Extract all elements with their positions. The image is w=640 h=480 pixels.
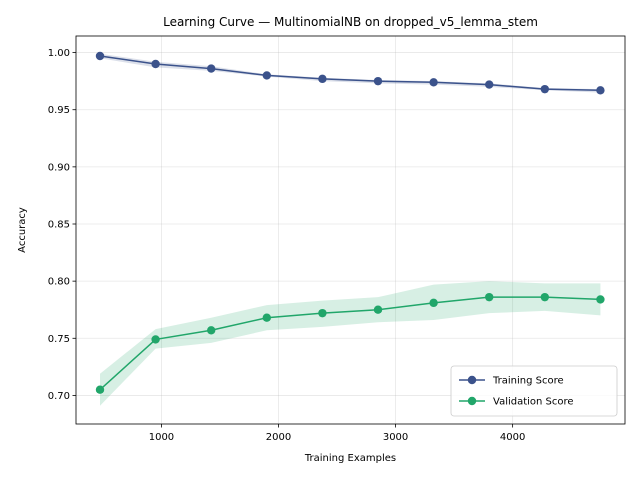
grid xyxy=(76,36,625,424)
x-tick-label: 4000 xyxy=(500,432,525,443)
data-point xyxy=(373,76,383,86)
legend-box xyxy=(450,365,618,417)
y-tick-label: 0.95 xyxy=(48,105,70,116)
legend-label: Training Score xyxy=(492,376,564,387)
series-lines xyxy=(99,55,601,391)
data-point xyxy=(95,385,105,394)
data-point xyxy=(207,326,216,335)
legend-label: Validation Score xyxy=(493,397,574,408)
data-point xyxy=(318,74,327,84)
data-point xyxy=(262,313,272,322)
data-point xyxy=(485,80,494,89)
data-point xyxy=(262,71,272,80)
x-tick-label: 1000 xyxy=(149,432,174,443)
data-point xyxy=(596,86,605,95)
data-point xyxy=(95,51,105,61)
x-tick-label: 2000 xyxy=(266,432,291,443)
y-tick-label: 0.85 xyxy=(48,220,70,231)
data-point xyxy=(540,292,550,302)
legend-marker xyxy=(467,396,477,406)
axis-ticks: 1000 2000 3000 4000 0.70 0.75 0.80 0.85 0.90 0.95… xyxy=(48,48,526,443)
x-tick-label: 3000 xyxy=(383,432,408,443)
legend-marker xyxy=(467,375,477,385)
y-tick-label: 1.00 xyxy=(48,48,70,59)
confidence-band-0 xyxy=(99,53,601,93)
series-line-1 xyxy=(99,296,601,391)
data-point xyxy=(151,335,160,344)
data-point xyxy=(151,59,160,69)
confidence-bands xyxy=(99,53,601,406)
data-point xyxy=(373,305,383,314)
data-point xyxy=(596,295,605,304)
y-tick-label: 0.70 xyxy=(48,391,70,402)
y-tick-label: 0.75 xyxy=(48,334,70,345)
confidence-band-1 xyxy=(99,281,601,406)
y-tick-label: 0.90 xyxy=(48,162,70,173)
x-axis-title: Training Examples xyxy=(304,453,396,464)
data-point xyxy=(485,292,494,302)
plot-frame xyxy=(75,35,626,425)
data-point xyxy=(207,64,216,73)
legend: Training Score Validation Score xyxy=(450,365,618,417)
data-point xyxy=(429,298,438,308)
data-point xyxy=(318,308,327,318)
data-point xyxy=(429,78,438,87)
data-point xyxy=(540,84,550,94)
y-tick-label: 0.80 xyxy=(48,277,70,288)
chart-title: Learning Curve — MultinomialNB on droppe… xyxy=(163,15,538,29)
series-points xyxy=(95,51,605,394)
series-line-0 xyxy=(99,55,601,92)
y-axis-title: Accuracy xyxy=(17,207,28,253)
